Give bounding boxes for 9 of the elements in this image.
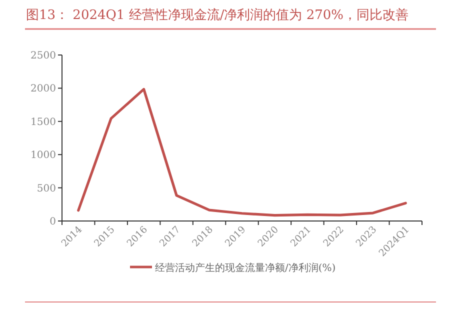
y-tick-label: 1000 bbox=[30, 150, 56, 162]
y-tick-label: 2000 bbox=[30, 84, 56, 95]
y-tick-label: 2500 bbox=[30, 50, 56, 62]
y-tick-label: 1500 bbox=[30, 116, 56, 128]
line-series bbox=[77, 88, 407, 217]
y-tick-label: 0 bbox=[50, 216, 56, 228]
chart-title: 图13： 2024Q1 经营性净现金流/净利润的值为 270%，同比改善 bbox=[26, 7, 408, 23]
legend-label: 经营活动产生的现金流量净额/净利润(%) bbox=[155, 262, 336, 274]
y-tick-label: 500 bbox=[36, 183, 56, 194]
